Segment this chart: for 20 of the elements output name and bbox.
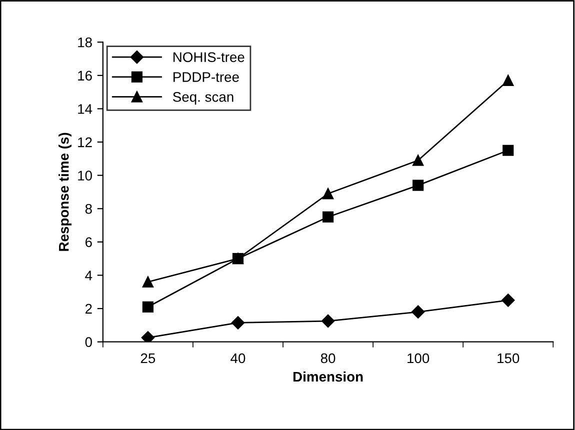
y-tick-label: 0 (85, 337, 92, 348)
legend-label: PDDP-tree (174, 72, 239, 82)
y-tick-label: 12 (78, 137, 92, 148)
x-tick-label: 80 (320, 353, 336, 364)
y-tick-label: 8 (85, 204, 92, 214)
x-tick-label: 150 (498, 353, 520, 364)
x-tick-label: 100 (408, 353, 430, 364)
y-tick-label: 18 (78, 37, 92, 48)
x-tick-label: 25 (140, 353, 156, 364)
y-axis-title: Response time (s) (58, 132, 72, 251)
x-axis-title: Dimension (293, 371, 363, 382)
legend-label: Seq. scan (173, 92, 234, 105)
y-tick-label: 10 (78, 170, 92, 181)
y-tick-label: 2 (85, 304, 92, 314)
legend-label: NOHIS-tree (174, 52, 244, 62)
y-tick-label: 14 (78, 104, 92, 114)
y-tick-label: 4 (85, 270, 92, 280)
y-tick-label: 16 (78, 70, 92, 81)
y-tick-label: 6 (85, 237, 92, 248)
x-tick-label: 40 (230, 353, 246, 364)
